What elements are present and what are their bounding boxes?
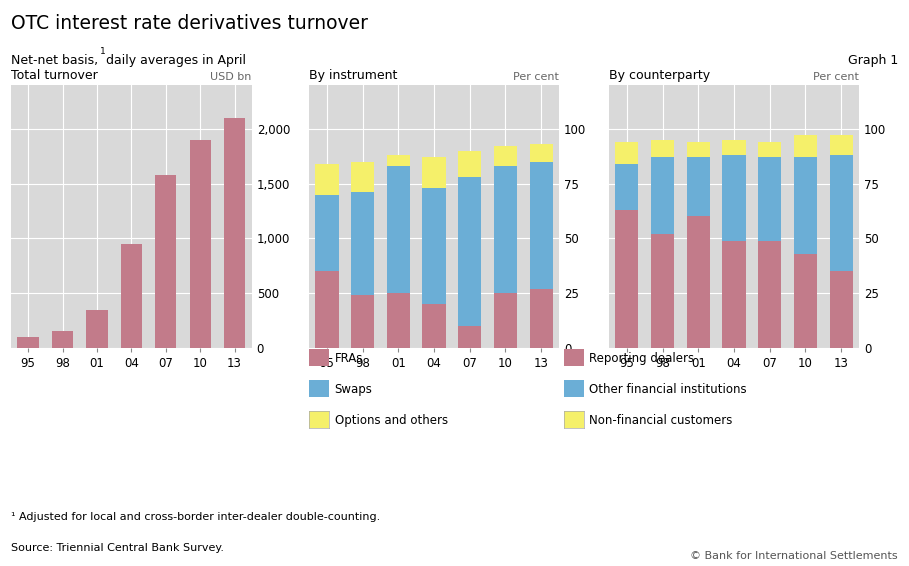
Bar (758, 142, 782, 157)
Bar (830, 135, 853, 155)
Bar (423, 305, 445, 348)
Text: Options and others: Options and others (335, 414, 447, 427)
Bar (86, 310, 107, 348)
Bar (494, 293, 517, 348)
Text: USD bn: USD bn (210, 72, 252, 82)
Bar (315, 164, 338, 195)
Bar (830, 155, 853, 271)
Bar (686, 142, 710, 157)
Text: daily averages in April: daily averages in April (102, 54, 245, 67)
Text: 1: 1 (100, 47, 105, 56)
Bar (794, 157, 817, 254)
Bar (315, 195, 338, 271)
Text: Reporting dealers: Reporting dealers (589, 352, 694, 365)
Bar (615, 210, 638, 348)
Text: Total turnover: Total turnover (11, 69, 97, 82)
Text: © Bank for International Settlements: © Bank for International Settlements (691, 551, 898, 561)
Bar (758, 241, 782, 348)
Bar (615, 164, 638, 210)
Bar (386, 155, 410, 166)
Bar (155, 175, 176, 348)
Bar (530, 162, 553, 289)
Bar (723, 241, 745, 348)
Bar (494, 166, 517, 293)
Bar (651, 157, 674, 234)
Bar (686, 217, 710, 348)
Bar (121, 244, 142, 348)
Bar (530, 144, 553, 162)
Bar (458, 151, 482, 177)
Bar (189, 140, 211, 348)
Text: Swaps: Swaps (335, 383, 373, 396)
Bar (423, 157, 445, 188)
Bar (723, 140, 745, 155)
Text: Source: Triennial Central Bank Survey.: Source: Triennial Central Bank Survey. (11, 543, 224, 554)
Bar (423, 188, 445, 305)
Bar (458, 326, 482, 348)
Bar (17, 337, 39, 348)
Bar (723, 155, 745, 241)
Bar (686, 157, 710, 217)
Bar (351, 192, 375, 295)
Bar (651, 140, 674, 157)
Text: OTC interest rate derivatives turnover: OTC interest rate derivatives turnover (11, 14, 368, 33)
Bar (530, 289, 553, 348)
Text: Other financial institutions: Other financial institutions (589, 383, 746, 396)
Text: By counterparty: By counterparty (609, 69, 710, 82)
Bar (315, 271, 338, 348)
Text: Net-net basis,: Net-net basis, (11, 54, 98, 67)
Text: Graph 1: Graph 1 (848, 54, 898, 67)
Bar (651, 234, 674, 348)
Bar (351, 295, 375, 348)
Bar (458, 177, 482, 326)
Bar (494, 146, 517, 166)
Bar (794, 135, 817, 157)
Bar (758, 157, 782, 241)
Bar (386, 166, 410, 293)
Bar (224, 118, 245, 348)
Bar (830, 271, 853, 348)
Text: ¹ Adjusted for local and cross-border inter-dealer double-counting.: ¹ Adjusted for local and cross-border in… (11, 512, 380, 522)
Bar (52, 331, 74, 348)
Text: Per cent: Per cent (514, 72, 559, 82)
Text: FRAs: FRAs (335, 352, 363, 365)
Text: Non-financial customers: Non-financial customers (589, 414, 733, 427)
Text: By instrument: By instrument (309, 69, 397, 82)
Bar (386, 293, 410, 348)
Bar (615, 142, 638, 164)
Bar (794, 254, 817, 348)
Text: Per cent: Per cent (814, 72, 859, 82)
Bar (351, 162, 375, 192)
